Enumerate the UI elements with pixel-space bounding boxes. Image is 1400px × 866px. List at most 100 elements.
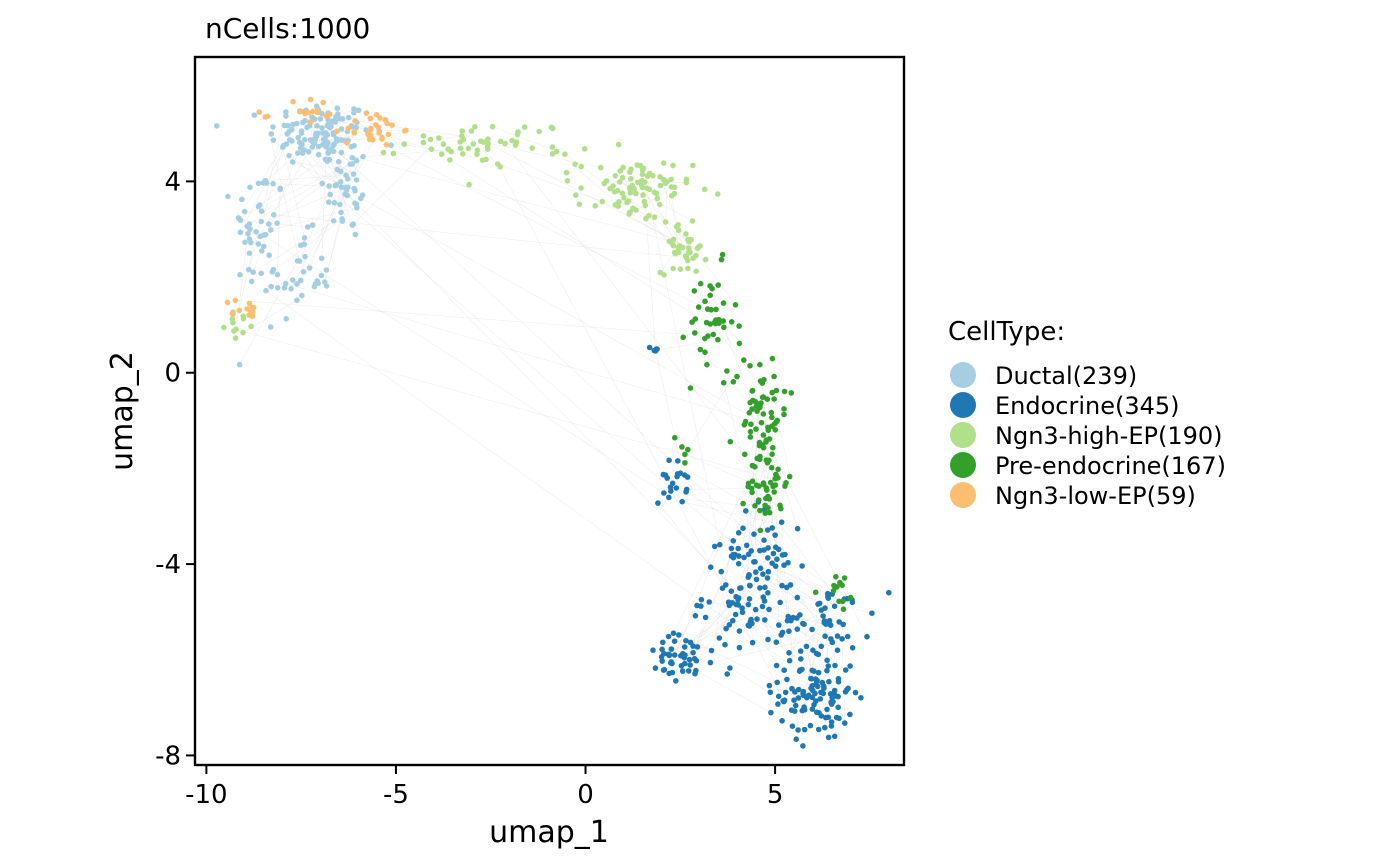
data-point bbox=[707, 659, 714, 666]
data-point bbox=[753, 569, 759, 575]
data-point bbox=[634, 162, 641, 168]
data-point bbox=[761, 598, 768, 604]
data-point bbox=[289, 159, 296, 165]
data-point bbox=[670, 630, 677, 636]
data-point bbox=[768, 709, 774, 716]
data-point bbox=[757, 565, 764, 572]
data-point bbox=[256, 109, 263, 115]
data-point bbox=[373, 122, 379, 128]
data-point bbox=[261, 243, 267, 250]
data-point bbox=[748, 421, 754, 428]
graph-edge bbox=[723, 382, 749, 484]
data-point bbox=[657, 269, 664, 276]
data-point bbox=[315, 151, 322, 158]
graph-edge bbox=[694, 325, 740, 334]
data-point bbox=[769, 355, 776, 362]
data-point bbox=[707, 564, 714, 570]
data-point bbox=[658, 654, 665, 660]
data-point bbox=[730, 379, 737, 385]
data-point bbox=[385, 131, 392, 138]
data-point bbox=[615, 203, 621, 209]
data-point bbox=[833, 574, 839, 580]
data-point bbox=[795, 727, 801, 733]
data-point bbox=[765, 568, 772, 575]
data-point bbox=[794, 626, 801, 632]
graph-edge bbox=[504, 143, 753, 466]
data-point bbox=[685, 265, 691, 272]
data-point bbox=[815, 669, 822, 676]
data-point bbox=[354, 205, 360, 211]
data-point bbox=[334, 166, 341, 173]
data-point bbox=[297, 145, 304, 151]
data-point bbox=[319, 110, 325, 117]
data-point bbox=[655, 500, 661, 506]
data-point bbox=[232, 335, 239, 341]
graph-edge bbox=[764, 619, 824, 694]
data-point bbox=[809, 626, 815, 633]
data-point bbox=[620, 164, 626, 171]
data-point bbox=[820, 690, 827, 697]
data-point bbox=[839, 582, 845, 588]
data-point bbox=[246, 221, 253, 227]
data-point bbox=[654, 195, 661, 202]
data-point bbox=[615, 141, 622, 148]
data-point bbox=[691, 288, 698, 294]
data-point bbox=[770, 444, 776, 451]
data-point bbox=[300, 269, 307, 275]
data-point bbox=[678, 653, 684, 659]
data-point bbox=[773, 387, 780, 394]
data-point bbox=[334, 128, 340, 134]
data-point bbox=[266, 252, 273, 258]
data-point bbox=[794, 525, 801, 532]
data-point bbox=[389, 122, 395, 128]
data-point bbox=[675, 249, 682, 256]
data-point bbox=[736, 323, 742, 329]
data-point bbox=[795, 695, 802, 701]
graph-edge bbox=[292, 161, 338, 170]
data-point bbox=[258, 270, 265, 277]
y-tick-label: -8 bbox=[155, 741, 181, 771]
data-point bbox=[781, 406, 787, 412]
data-point bbox=[730, 617, 736, 624]
data-point bbox=[320, 130, 326, 136]
graph-edge bbox=[663, 644, 726, 654]
data-point bbox=[274, 285, 281, 291]
data-point bbox=[797, 667, 803, 673]
data-point bbox=[689, 218, 696, 224]
data-point bbox=[788, 390, 795, 396]
data-point bbox=[723, 625, 729, 632]
data-point bbox=[686, 656, 693, 663]
data-point bbox=[765, 636, 771, 643]
graph-edge bbox=[352, 137, 440, 226]
data-point bbox=[320, 141, 326, 148]
data-point bbox=[576, 201, 583, 208]
data-point bbox=[752, 606, 759, 613]
data-point bbox=[514, 131, 521, 138]
graph-edge bbox=[690, 387, 751, 432]
data-point bbox=[702, 298, 708, 305]
data-point bbox=[267, 227, 274, 233]
data-point bbox=[474, 147, 481, 154]
data-point bbox=[659, 658, 665, 664]
data-point bbox=[715, 336, 721, 343]
data-point bbox=[359, 192, 366, 198]
data-point bbox=[668, 488, 674, 494]
data-point bbox=[650, 647, 656, 653]
data-point bbox=[468, 128, 475, 134]
data-point bbox=[675, 245, 682, 251]
data-point bbox=[828, 719, 835, 725]
data-point bbox=[763, 495, 769, 502]
legend-label: Pre-endocrine(167) bbox=[995, 452, 1226, 480]
graph-edge bbox=[688, 241, 736, 306]
data-point bbox=[310, 137, 316, 143]
data-point bbox=[808, 675, 814, 682]
plot-title: nCells:1000 bbox=[205, 12, 370, 45]
data-point bbox=[728, 319, 735, 325]
graph-edge bbox=[321, 113, 732, 323]
graph-edge bbox=[333, 151, 698, 249]
data-point bbox=[479, 157, 486, 163]
data-point bbox=[401, 141, 408, 147]
data-point bbox=[752, 464, 758, 470]
data-point bbox=[847, 594, 854, 601]
data-point bbox=[617, 179, 623, 185]
